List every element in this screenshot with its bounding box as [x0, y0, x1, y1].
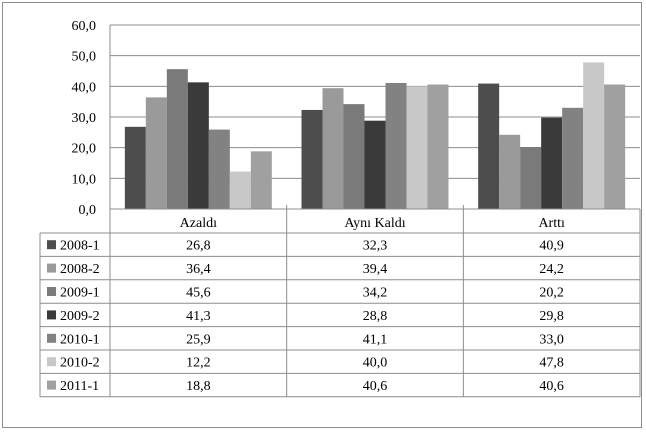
- legend-key-2010-2: [47, 357, 56, 367]
- legend-key-2009-1: [47, 287, 56, 296]
- data-value: 28,8: [363, 309, 388, 324]
- legend-key-2010-1: [47, 333, 56, 343]
- data-value: 34,2: [363, 286, 388, 301]
- data-value: 40,9: [539, 239, 564, 254]
- y-tick-label: 10,0: [72, 172, 97, 187]
- data-value: 45,6: [186, 286, 211, 301]
- data-value: 47,8: [539, 356, 564, 371]
- data-value: 18,8: [186, 379, 211, 394]
- legend-key-2009-2: [47, 310, 56, 320]
- bar-2008-2-2: [499, 134, 521, 209]
- bar-2010-1-0: [208, 129, 230, 209]
- y-tick-label: 0,0: [79, 203, 97, 218]
- data-value: 25,9: [186, 332, 211, 347]
- data-value: 29,8: [539, 309, 564, 324]
- bar-2008-1-1: [301, 109, 323, 209]
- bar-2010-1-1: [385, 82, 407, 209]
- bar-2011-1-1: [427, 84, 449, 209]
- bar-2010-2-0: [229, 171, 251, 209]
- bar-2009-1-1: [343, 104, 365, 209]
- legend-key-2008-1: [47, 240, 56, 250]
- series-name-2009-2: 2009-2: [60, 309, 100, 324]
- bar-2011-1-0: [250, 151, 272, 209]
- y-tick-label: 40,0: [72, 80, 97, 95]
- legend-key-2011-1: [47, 380, 56, 390]
- data-value: 12,2: [186, 356, 211, 371]
- data-value: 41,1: [363, 332, 388, 347]
- y-tick-label: 60,0: [72, 19, 97, 34]
- data-value: 33,0: [539, 332, 564, 347]
- data-value: 40,6: [539, 379, 564, 394]
- bar-2010-2-1: [406, 86, 428, 209]
- bar-2008-2-1: [322, 88, 344, 209]
- bar-2009-1-2: [520, 147, 542, 209]
- category-label: Azaldı: [180, 216, 217, 231]
- series-name-2010-2: 2010-2: [60, 356, 100, 371]
- bar-2009-2-2: [541, 117, 563, 209]
- bar-2008-1-2: [478, 83, 500, 209]
- legend-key-2008-2: [47, 263, 56, 273]
- data-value: 20,2: [539, 286, 564, 301]
- bar-2010-2-2: [583, 62, 605, 210]
- bar-2009-1-0: [166, 69, 188, 209]
- bar-2009-2-1: [364, 120, 386, 209]
- data-value: 24,2: [539, 262, 564, 277]
- series-name-2008-2: 2008-2: [60, 262, 100, 277]
- y-tick-label: 50,0: [72, 50, 97, 65]
- data-value: 32,3: [363, 239, 388, 254]
- bar-2009-2-0: [187, 82, 209, 209]
- data-value: 41,3: [186, 309, 211, 324]
- series-name-2010-1: 2010-1: [60, 332, 100, 347]
- series-name-2008-1: 2008-1: [60, 239, 100, 254]
- category-label: Aynı Kaldı: [344, 216, 405, 231]
- bar-2008-1-0: [124, 126, 146, 209]
- y-tick-label: 30,0: [72, 111, 97, 126]
- series-name-2011-1: 2011-1: [60, 379, 99, 394]
- bar-2008-2-0: [145, 97, 167, 209]
- data-value: 40,0: [363, 356, 388, 371]
- y-tick-label: 20,0: [72, 142, 97, 157]
- bar-2010-1-2: [562, 107, 584, 209]
- data-value: 26,8: [186, 239, 211, 254]
- series-name-2009-1: 2009-1: [60, 286, 100, 301]
- data-value: 40,6: [363, 379, 388, 394]
- chart-frame: [2, 2, 642, 428]
- category-label: Arttı: [538, 216, 565, 231]
- data-value: 36,4: [186, 262, 211, 277]
- data-value: 39,4: [363, 262, 388, 277]
- bar-2011-1-2: [604, 84, 626, 209]
